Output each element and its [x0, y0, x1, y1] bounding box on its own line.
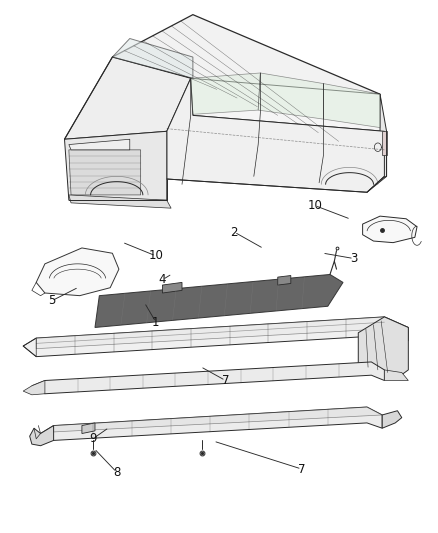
Text: 7: 7: [222, 374, 229, 387]
Polygon shape: [69, 150, 141, 195]
Polygon shape: [382, 411, 402, 428]
Polygon shape: [53, 407, 382, 432]
Polygon shape: [69, 139, 130, 150]
Polygon shape: [358, 317, 408, 378]
Polygon shape: [64, 131, 167, 200]
Text: 7: 7: [298, 463, 305, 475]
Polygon shape: [385, 370, 408, 381]
Polygon shape: [191, 73, 260, 114]
Polygon shape: [23, 317, 408, 357]
Text: 9: 9: [89, 432, 96, 446]
Polygon shape: [113, 38, 193, 78]
Polygon shape: [380, 94, 387, 179]
Polygon shape: [82, 423, 95, 433]
Polygon shape: [30, 425, 53, 446]
Polygon shape: [363, 216, 417, 243]
Text: 3: 3: [350, 252, 357, 265]
Polygon shape: [95, 274, 343, 327]
Polygon shape: [258, 73, 323, 119]
Polygon shape: [382, 131, 387, 155]
Polygon shape: [36, 317, 408, 349]
Text: 2: 2: [230, 225, 238, 239]
Polygon shape: [32, 362, 385, 394]
Polygon shape: [36, 248, 119, 296]
Text: 4: 4: [159, 273, 166, 286]
Polygon shape: [41, 407, 382, 440]
Polygon shape: [167, 78, 385, 192]
Polygon shape: [113, 14, 380, 152]
Polygon shape: [69, 195, 171, 208]
Text: 5: 5: [48, 294, 55, 308]
Polygon shape: [23, 381, 45, 395]
Text: 8: 8: [113, 466, 120, 479]
Polygon shape: [64, 57, 191, 139]
Polygon shape: [191, 78, 385, 131]
Text: 1: 1: [152, 316, 159, 329]
Polygon shape: [323, 84, 380, 127]
Polygon shape: [278, 276, 291, 285]
Text: 10: 10: [307, 199, 322, 212]
Text: 10: 10: [148, 249, 163, 262]
Polygon shape: [162, 282, 182, 293]
